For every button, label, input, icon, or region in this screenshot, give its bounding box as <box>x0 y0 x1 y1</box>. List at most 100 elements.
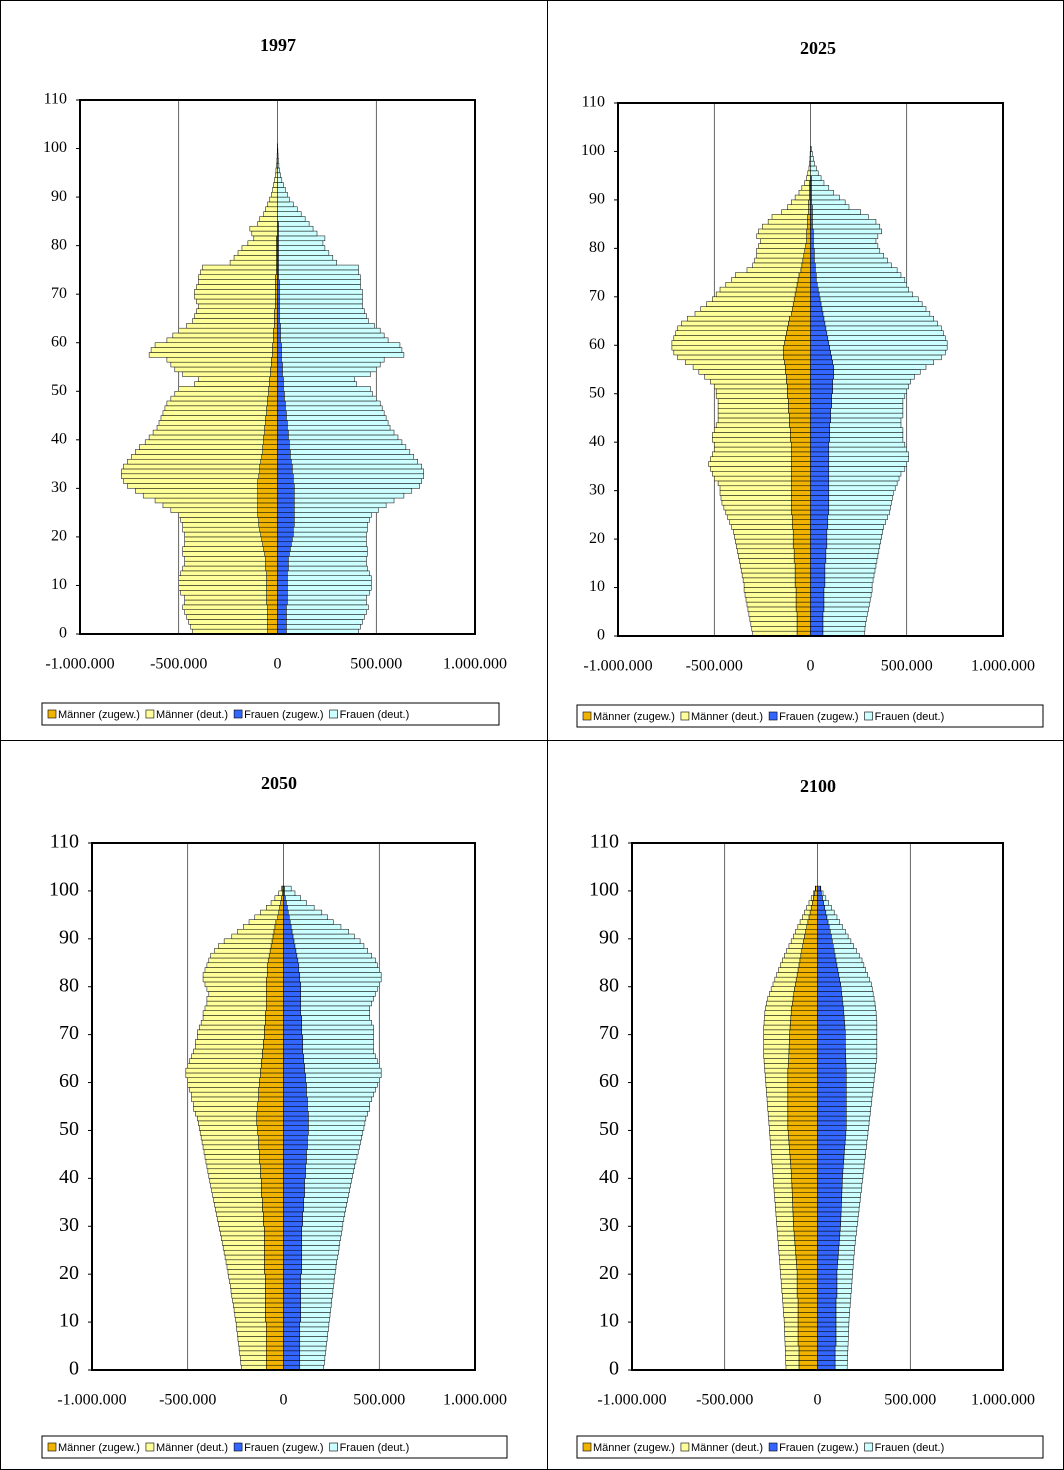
bar-segment <box>281 352 405 358</box>
bar-segment <box>277 473 294 479</box>
bar-segment <box>845 1063 876 1069</box>
bar-segment <box>289 439 403 445</box>
bar-segment <box>300 1288 334 1294</box>
bar-segment <box>846 1120 870 1126</box>
bar-segment <box>288 909 323 916</box>
legend-box <box>576 1435 1044 1459</box>
bar-segment <box>771 1163 792 1170</box>
x-tick-label: -1.000.000 <box>583 658 652 675</box>
bar-segment <box>846 1115 870 1122</box>
bar-segment <box>737 548 795 554</box>
bar-segment <box>807 214 811 220</box>
bar-segment <box>277 279 280 285</box>
bar-segment <box>259 526 278 533</box>
bar-segment <box>763 1024 791 1031</box>
bar-segment <box>196 298 276 305</box>
bar-segment <box>816 277 906 283</box>
bar-segment <box>277 483 295 489</box>
bar-segment <box>792 1197 818 1203</box>
bar-segment <box>769 991 795 997</box>
bar-segment <box>282 366 377 373</box>
bar-segment <box>283 1187 305 1193</box>
bar-segment <box>262 1202 284 1208</box>
bar-segment <box>264 1029 284 1035</box>
bar-segment <box>792 996 818 1002</box>
bar-segment <box>784 340 811 346</box>
bar-segment <box>238 1341 267 1347</box>
bar-segment <box>269 376 278 382</box>
bar-segment <box>810 606 825 613</box>
bar-segment <box>756 248 805 254</box>
bar-segment <box>201 1139 259 1146</box>
bar-segment <box>264 551 278 557</box>
bar-segment <box>797 1331 818 1337</box>
bar-segment <box>817 1120 847 1126</box>
bar-segment <box>303 1058 378 1064</box>
bar-segment <box>764 1072 789 1079</box>
bar-segment <box>283 962 300 968</box>
bar-segment <box>790 1158 818 1165</box>
bar-segment <box>770 1149 790 1155</box>
bar-segment <box>283 1178 305 1184</box>
bar-segment <box>808 199 811 206</box>
bar-segment <box>677 325 788 331</box>
bar-segment <box>283 1326 301 1332</box>
bar-segment <box>824 563 877 569</box>
bar-segment <box>301 1269 336 1275</box>
bar-segment <box>281 357 385 363</box>
legend-swatch <box>864 711 873 721</box>
bar-segment <box>785 364 811 370</box>
bar-segment <box>739 558 795 564</box>
bar-segment <box>257 502 278 509</box>
bar-segment <box>281 895 284 901</box>
bar-segment <box>282 371 371 377</box>
bar-segment <box>263 434 278 441</box>
bar-segment <box>810 403 832 409</box>
bar-segment <box>822 616 867 622</box>
bar-segment <box>810 340 830 346</box>
bar-segment <box>283 1039 303 1045</box>
bar-segment <box>810 905 818 911</box>
legend-swatch <box>47 1442 57 1452</box>
bar-segment <box>266 585 278 591</box>
bar-segment <box>835 1321 850 1328</box>
bar-segment <box>265 1302 284 1308</box>
bar-segment <box>277 429 289 436</box>
bar-segment <box>283 1302 301 1308</box>
bar-segment <box>797 1336 818 1342</box>
bar-segment <box>817 1106 847 1112</box>
bar-segment <box>299 1331 328 1337</box>
bar-segment <box>266 1355 284 1361</box>
bar-segment <box>233 1302 266 1308</box>
bar-segment <box>842 996 875 1002</box>
bar-segment <box>279 905 284 911</box>
bar-segment <box>832 359 934 365</box>
bar-segment <box>791 500 811 506</box>
plot: -1.000.000 -500.000 0 500.000 1.000.00001020… <box>41 773 508 1459</box>
bar-segment <box>270 900 281 906</box>
bar-segment <box>807 170 811 176</box>
bar-segment <box>833 943 854 949</box>
bar-segment <box>846 1101 872 1107</box>
bar-segment <box>277 614 287 620</box>
bar-segment <box>844 1020 878 1026</box>
y-tick-label: 30 <box>589 481 605 498</box>
bar-segment <box>278 245 326 251</box>
bar-segment <box>810 587 825 593</box>
bar-segment <box>279 284 361 290</box>
bar-segment <box>265 1020 284 1026</box>
bar-segment <box>281 347 403 353</box>
bar-segment <box>767 219 808 225</box>
bar-segment <box>286 614 365 620</box>
bar-segment <box>283 1091 307 1098</box>
bar-segment <box>305 1168 354 1174</box>
bar-segment <box>825 548 880 554</box>
legend-box <box>41 702 500 726</box>
bar-segment <box>817 1221 841 1227</box>
y-tick-label: 40 <box>599 1166 619 1188</box>
bar-segment <box>712 437 791 443</box>
bar-segment <box>845 1053 878 1059</box>
bar-segment <box>815 267 898 273</box>
bar-segment <box>283 1053 304 1059</box>
bar-segment <box>782 1302 799 1308</box>
